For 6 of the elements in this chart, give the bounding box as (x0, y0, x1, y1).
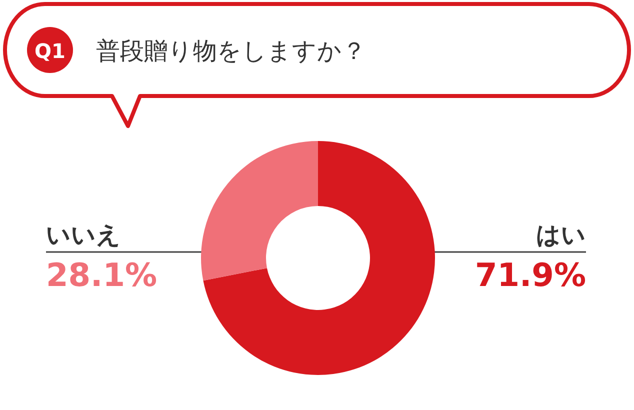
data-label: 71.9% (474, 256, 586, 294)
slice-label: いいえ (46, 221, 121, 249)
slice-label: はい (536, 221, 586, 249)
data-label: 28.1% (46, 256, 158, 294)
text: Q1 (34, 39, 66, 63)
chart-title: 普段贈り物をしますか？ (96, 37, 366, 65)
